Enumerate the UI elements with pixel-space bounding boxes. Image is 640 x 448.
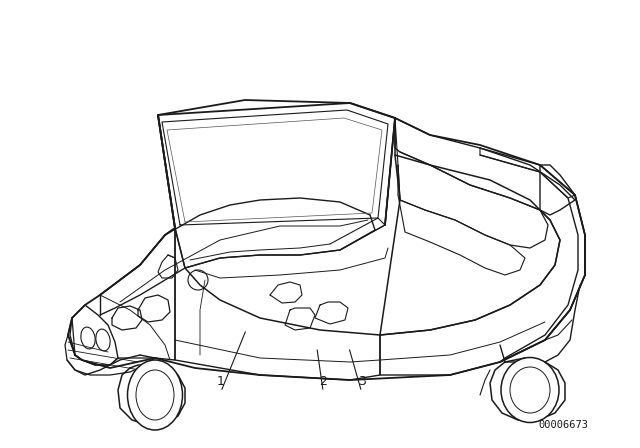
Text: 3: 3 bbox=[358, 375, 365, 388]
Text: 2: 2 bbox=[319, 375, 327, 388]
Ellipse shape bbox=[127, 360, 182, 430]
Text: 00006673: 00006673 bbox=[538, 420, 588, 430]
Ellipse shape bbox=[501, 358, 559, 422]
Text: 1: 1 bbox=[217, 375, 225, 388]
